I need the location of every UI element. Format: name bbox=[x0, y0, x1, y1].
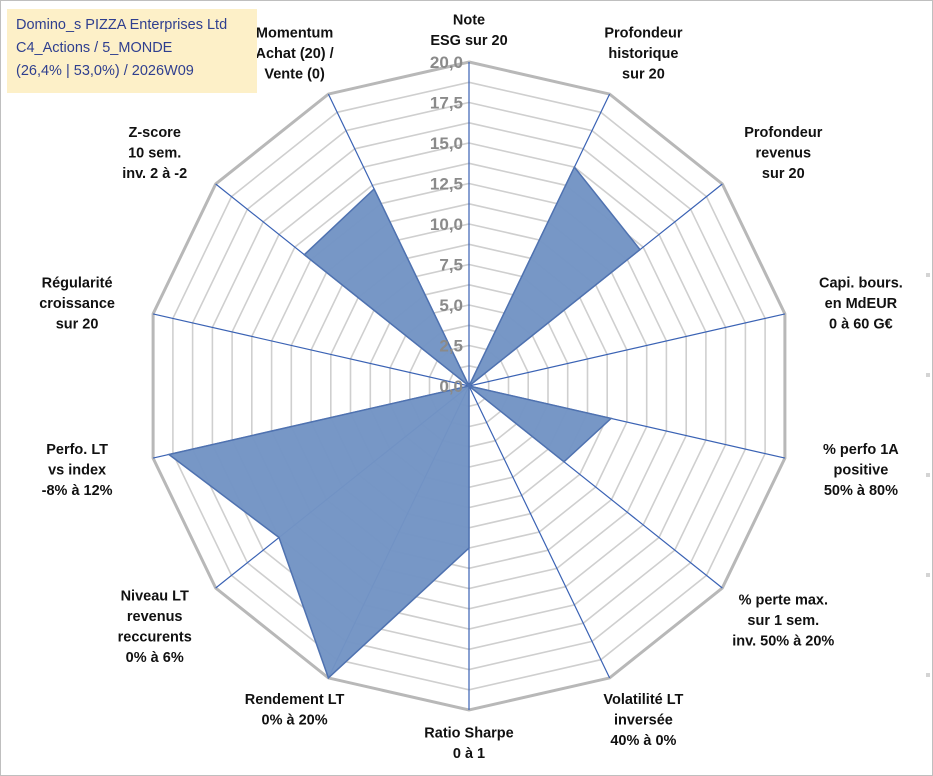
scroll-marker bbox=[926, 673, 930, 677]
radar-spoke bbox=[468, 313, 786, 387]
scroll-marker bbox=[926, 273, 930, 277]
portfolio-category: C4_Actions / 5_MONDE bbox=[16, 40, 173, 56]
radar-series-area bbox=[167, 165, 642, 680]
axis-label: Note ESG sur 20 bbox=[430, 13, 507, 50]
radial-tick-label: 12,5 bbox=[430, 175, 463, 194]
axis-label: % perfo 1A positive 50% à 80% bbox=[823, 442, 899, 499]
scroll-marker bbox=[926, 573, 930, 577]
axis-label: Ratio Sharpe 0 à 1 bbox=[424, 726, 513, 763]
axis-label: Volatilité LT inversée 40% à 0% bbox=[603, 692, 683, 749]
radial-tick-label: 10,0 bbox=[430, 215, 463, 234]
axis-labels: Note ESG sur 20 Profondeur historique sur 20… bbox=[39, 13, 903, 763]
axis-label: Régularité croissance sur 20 bbox=[39, 275, 115, 332]
axis-label: Profondeur historique sur 20 bbox=[604, 26, 682, 83]
radial-tick-label: 15,0 bbox=[430, 134, 463, 153]
radial-tick-label: 17,5 bbox=[430, 94, 463, 113]
company-name: Domino_s PIZZA Enterprises Ltd bbox=[16, 17, 228, 33]
radial-tick-labels: 0,0 2,5 5,0 7,5 10,0 12,5 15,0 17,5 20,0 bbox=[430, 53, 463, 396]
radial-tick-label: 5,0 bbox=[439, 296, 463, 315]
radar-spoke bbox=[468, 385, 611, 679]
radar-spoke bbox=[152, 313, 470, 387]
radial-tick-label: 7,5 bbox=[439, 256, 463, 275]
radial-tick-label: 20,0 bbox=[430, 53, 463, 72]
radial-tick-label: 0,0 bbox=[439, 377, 463, 396]
axis-label: Profondeur revenus sur 20 bbox=[744, 125, 822, 182]
scroll-marker bbox=[926, 373, 930, 377]
axis-label: Perfo. LT vs index -8% à 12% bbox=[42, 442, 113, 499]
axis-label: Z-score 10 sem. inv. 2 à -2 bbox=[122, 125, 187, 182]
axis-label: Rendement LT 0% à 20% bbox=[245, 692, 345, 729]
axis-label: Momentum Achat (20) / Vente (0) bbox=[256, 26, 334, 83]
axis-label: Niveau LT revenus reccurents 0% à 6% bbox=[118, 589, 192, 667]
radial-tick-label: 2,5 bbox=[439, 337, 463, 356]
scroll-marker bbox=[926, 473, 930, 477]
radar-series bbox=[167, 165, 642, 680]
axis-label: Capi. bours. en MdEUR 0 à 60 G€ bbox=[819, 275, 903, 332]
info-box: Domino_s PIZZA Enterprises Ltd C4_Action… bbox=[7, 9, 257, 93]
score-week: (26,4% | 53,0%) / 2026W09 bbox=[16, 63, 194, 79]
axis-label: % perte max. sur 1 sem. inv. 50% à 20% bbox=[732, 592, 834, 649]
